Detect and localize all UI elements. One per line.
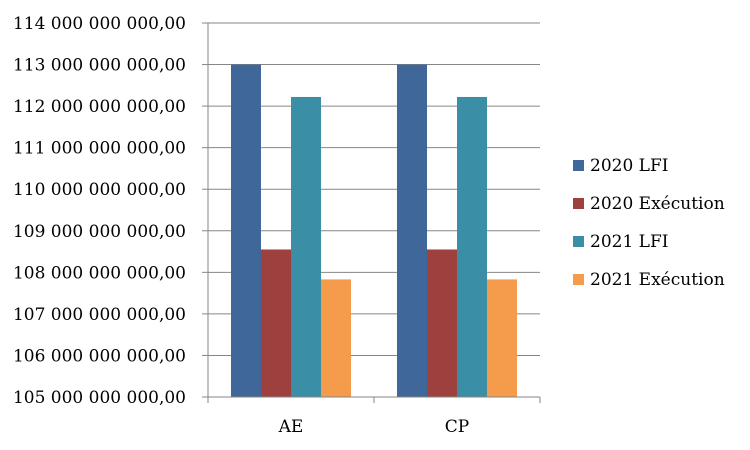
bar xyxy=(231,64,261,398)
y-tick-labels: 105 000 000 000,00 106 000 000 000,00 107 … xyxy=(13,14,186,408)
bars xyxy=(231,64,517,398)
legend-swatch xyxy=(573,160,584,171)
legend-swatch xyxy=(573,236,584,247)
bar xyxy=(291,96,321,398)
bar xyxy=(261,249,291,397)
y-tick-label: 112 000 000 000,00 xyxy=(13,97,186,117)
y-tick-label: 106 000 000 000,00 xyxy=(13,346,186,366)
x-tick-label: CP xyxy=(445,417,469,437)
y-tick-label: 113 000 000 000,00 xyxy=(13,56,186,76)
y-tick-label: 107 000 000 000,00 xyxy=(13,305,186,325)
bar xyxy=(487,279,517,397)
legend-label: 2021 Exécution xyxy=(590,270,725,290)
bar xyxy=(457,96,487,398)
axes xyxy=(207,23,541,403)
bar xyxy=(397,64,427,398)
y-tick-label: 109 000 000 000,00 xyxy=(13,222,186,242)
legend-label: 2020 Exécution xyxy=(590,194,725,214)
bar xyxy=(321,279,351,397)
x-tick-labels: AE CP xyxy=(278,417,470,437)
legend-swatch xyxy=(573,198,584,209)
y-tick-label: 110 000 000 000,00 xyxy=(13,180,186,200)
legend-label: 2020 LFI xyxy=(590,156,668,176)
y-tick-label: 114 000 000 000,00 xyxy=(13,14,186,34)
y-tick-label: 105 000 000 000,00 xyxy=(13,388,186,408)
x-tick-label: AE xyxy=(278,417,304,437)
legend: 2020 LFI 2020 Exécution 2021 LFI 2021 Exécu… xyxy=(573,156,725,290)
bar xyxy=(427,249,457,397)
y-tick-label: 108 000 000 000,00 xyxy=(13,263,186,283)
y-tick-label: 111 000 000 000,00 xyxy=(13,139,186,159)
legend-swatch xyxy=(573,274,584,285)
legend-label: 2021 LFI xyxy=(590,232,668,252)
